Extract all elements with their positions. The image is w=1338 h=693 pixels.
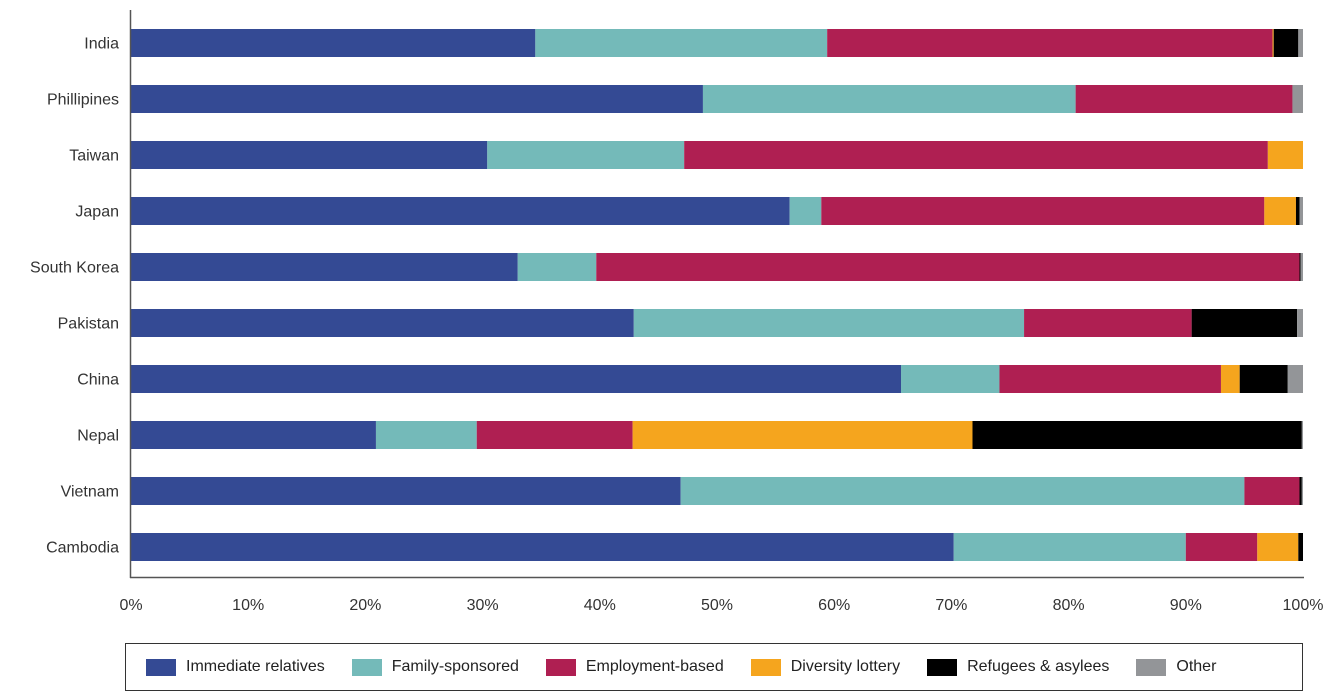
- bar-segment-nepal-family-sponsored: [375, 421, 477, 449]
- bar-segment-nepal-employment-based: [476, 421, 633, 449]
- x-tick-label-90-pct: 90%: [1170, 597, 1202, 614]
- bar-segment-pakistan-employment-based: [1024, 309, 1192, 337]
- x-tick-label-70-pct: 70%: [935, 597, 967, 614]
- bar-segment-india-employment-based: [827, 29, 1273, 57]
- legend-item-immediate-relatives: Immediate relatives: [146, 658, 325, 676]
- x-tick-label-0-pct: 0%: [119, 597, 142, 614]
- bar-segment-south-korea-employment-based: [596, 253, 1300, 281]
- category-label-china: China: [77, 372, 119, 389]
- category-label-pakistan: Pakistan: [58, 316, 119, 333]
- bar-segment-south-korea-other: [1300, 253, 1303, 281]
- bar-segment-taiwan-diversity-lottery: [1267, 141, 1303, 169]
- legend-swatch-immediate-relatives: [146, 658, 176, 676]
- legend-label-refugees-asylees: Refugees & asylees: [967, 658, 1110, 675]
- bar-segment-phillipines-family-sponsored: [702, 85, 1076, 113]
- bar-segment-cambodia-diversity-lottery: [1257, 533, 1299, 561]
- bar-segment-japan-diversity-lottery: [1264, 197, 1296, 225]
- x-tick-label-80-pct: 80%: [1053, 597, 1085, 614]
- legend-item-refugees-asylees: Refugees & asylees: [927, 658, 1109, 676]
- bar-segment-cambodia-family-sponsored: [953, 533, 1186, 561]
- legend-label-immediate-relatives: Immediate relatives: [186, 658, 325, 675]
- bars-layer: [131, 29, 1303, 561]
- bar-segment-china-other: [1287, 365, 1303, 393]
- bar-segment-south-korea-immediate-relatives: [131, 253, 518, 281]
- bar-segment-phillipines-immediate-relatives: [131, 85, 703, 113]
- bar-segment-vietnam-refugees-and-asylees: [1299, 477, 1302, 505]
- legend-swatch-other: [1136, 658, 1167, 676]
- bar-segment-nepal-refugees-and-asylees: [972, 421, 1302, 449]
- bar-segment-cambodia-immediate-relatives: [131, 533, 954, 561]
- bar-segment-china-diversity-lottery: [1220, 365, 1240, 393]
- legend-label-employment-based: Employment-based: [585, 658, 724, 675]
- bar-segment-china-immediate-relatives: [131, 365, 901, 393]
- bar-segment-india-other: [1298, 29, 1303, 57]
- bar-segment-japan-family-sponsored: [789, 197, 822, 225]
- category-label-india: India: [84, 36, 119, 53]
- legend-item-other: Other: [1136, 658, 1216, 676]
- x-tick-label-50-pct: 50%: [701, 597, 733, 614]
- legend-swatch-employment-based: [545, 658, 576, 676]
- x-tick-label-10-pct: 10%: [232, 597, 264, 614]
- bar-segment-nepal-other: [1301, 421, 1303, 449]
- legend-item-family-sponsored: Family-sponsored: [351, 658, 519, 676]
- category-label-south-korea: South Korea: [30, 260, 119, 277]
- x-tick-label-30-pct: 30%: [467, 597, 499, 614]
- bar-segment-india-refugees-and-asylees: [1273, 29, 1299, 57]
- bar-segment-pakistan-family-sponsored: [633, 309, 1025, 337]
- legend-swatch-refugees-asylees: [927, 658, 958, 676]
- legend-label-other: Other: [1176, 658, 1217, 675]
- bar-segment-japan-refugees-and-asylees: [1295, 197, 1300, 225]
- bar-segment-taiwan-immediate-relatives: [131, 141, 488, 169]
- bar-segment-india-diversity-lottery: [1272, 29, 1274, 57]
- bar-segment-cambodia-refugees-and-asylees: [1298, 533, 1303, 561]
- category-label-nepal: Nepal: [77, 428, 119, 445]
- bar-segment-nepal-immediate-relatives: [131, 421, 376, 449]
- category-labels: India Phillipines Taiwan Japan South Korea Pa…: [30, 36, 119, 557]
- bar-segment-south-korea-refugees-and-asylees: [1299, 253, 1301, 281]
- legend-label-diversity-lottery: Diversity lottery: [790, 658, 901, 675]
- bar-segment-south-korea-family-sponsored: [517, 253, 597, 281]
- x-tick-label-40-pct: 40%: [584, 597, 616, 614]
- x-tick-label-20-pct: 20%: [349, 597, 381, 614]
- legend-swatch-family-sponsored: [351, 658, 382, 676]
- bar-segment-phillipines-employment-based: [1075, 85, 1293, 113]
- category-label-vietnam: Vietnam: [61, 484, 119, 501]
- legend-swatch-diversity-lottery: [750, 658, 781, 676]
- bar-segment-vietnam-immediate-relatives: [131, 477, 681, 505]
- category-label-japan: Japan: [75, 204, 119, 221]
- x-tick-label-100-pct: 100%: [1283, 597, 1324, 614]
- category-label-cambodia: Cambodia: [46, 540, 119, 557]
- legend-label-family-sponsored: Family-sponsored: [391, 658, 519, 675]
- x-axis-ticks: 0% 10% 20% 30% 40% 50% 60% 70% 80% 90% 100%: [119, 597, 1323, 614]
- x-tick-label-60-pct: 60%: [818, 597, 850, 614]
- bar-segment-vietnam-other: [1301, 477, 1303, 505]
- legend-item-employment-based: Employment-based: [545, 658, 724, 676]
- bar-segment-china-refugees-and-asylees: [1239, 365, 1288, 393]
- bar-segment-china-family-sponsored: [901, 365, 1000, 393]
- bar-segment-india-immediate-relatives: [131, 29, 536, 57]
- legend: Immediate relatives Family-sponsored Emp…: [125, 643, 1303, 691]
- bar-segment-nepal-diversity-lottery: [632, 421, 973, 449]
- bar-segment-taiwan-family-sponsored: [487, 141, 685, 169]
- bar-segment-pakistan-refugees-and-asylees: [1191, 309, 1298, 337]
- bar-segment-japan-employment-based: [821, 197, 1265, 225]
- bar-segment-vietnam-employment-based: [1244, 477, 1300, 505]
- bar-segment-pakistan-other: [1297, 309, 1303, 337]
- category-label-taiwan: Taiwan: [69, 148, 119, 165]
- bar-segment-cambodia-employment-based: [1185, 533, 1258, 561]
- legend-item-diversity-lottery: Diversity lottery: [750, 658, 901, 676]
- category-label-phillipines: Phillipines: [47, 92, 119, 109]
- bar-segment-japan-immediate-relatives: [131, 197, 790, 225]
- bar-segment-india-family-sponsored: [535, 29, 828, 57]
- bar-segment-pakistan-immediate-relatives: [131, 309, 634, 337]
- bar-segment-phillipines-other: [1292, 85, 1303, 113]
- bar-segment-china-employment-based: [999, 365, 1221, 393]
- bar-segment-vietnam-family-sponsored: [680, 477, 1245, 505]
- bar-segment-taiwan-employment-based: [684, 141, 1268, 169]
- bar-segment-japan-other: [1299, 197, 1303, 225]
